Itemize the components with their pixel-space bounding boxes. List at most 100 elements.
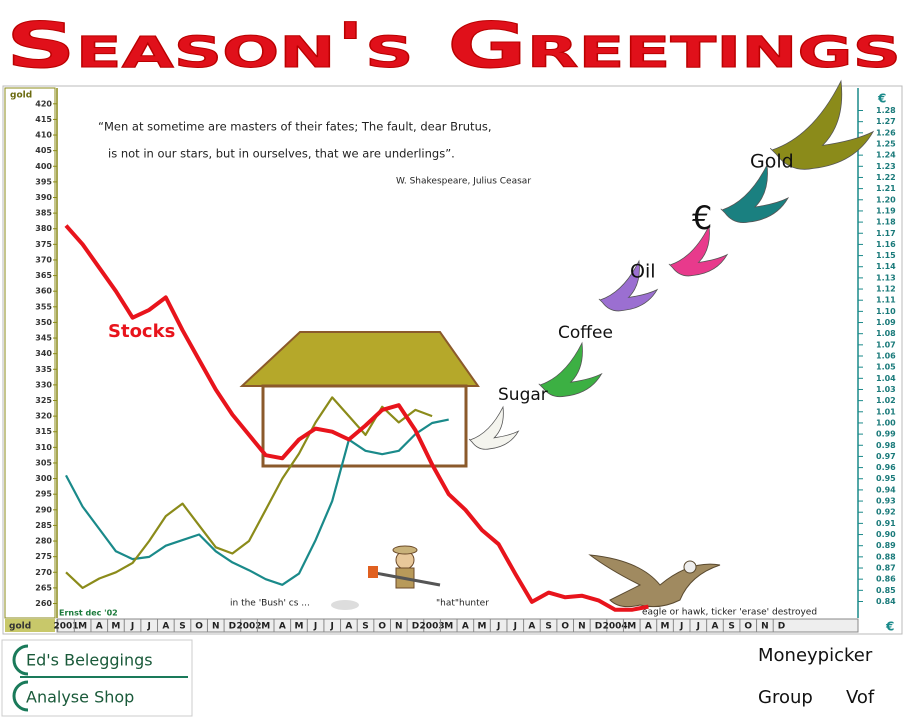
y-tick-label: 315: [35, 427, 52, 436]
y2-tick-label: 1.12: [876, 285, 896, 294]
y-tick-label: 395: [35, 177, 52, 186]
y2-tick-label: 0.95: [876, 474, 896, 483]
y2-tick-label: 1.20: [876, 195, 896, 204]
x-tick-label: N: [395, 622, 403, 632]
x-tick-label: A: [462, 622, 469, 632]
y2-tick-label: 0.88: [876, 552, 896, 561]
logo: Ed's Beleggings Analyse Shop: [1, 639, 193, 717]
y2-tick-label: 0.91: [876, 519, 896, 528]
left-axis-panel: [4, 87, 56, 619]
y2-tick-label: 1.06: [876, 352, 896, 361]
quote-line: is not in our stars, but in ourselves, t…: [108, 147, 455, 161]
y-tick-label: 325: [35, 396, 52, 405]
x-tick-label: N: [578, 622, 586, 632]
x-tick-label: S: [545, 622, 551, 632]
y-tick-label: 350: [35, 318, 52, 327]
y2-tick-label: 0.90: [876, 530, 896, 539]
y2-tick-label: 1.22: [876, 173, 896, 182]
x-tick-label: A: [711, 622, 718, 632]
bird: [770, 79, 875, 170]
x-tick-label: D: [595, 622, 602, 632]
series-label: Stocks: [108, 321, 175, 342]
x-tick-label: J: [313, 622, 317, 632]
y2-tick-label: 1.08: [876, 329, 896, 338]
quote-line: “Men at sometime are masters of their fa…: [98, 120, 492, 134]
y-tick-label: 310: [35, 443, 52, 452]
y2-tick-label: 0.87: [876, 564, 896, 573]
x-tick-label: M: [444, 622, 453, 632]
y-tick-label: 380: [35, 224, 52, 233]
series-line: [65, 396, 433, 589]
y2-tick-label: 1.11: [876, 296, 896, 305]
y2-tick-label: 1.21: [876, 184, 896, 193]
x-tick-label: A: [96, 622, 103, 632]
y2-tick-label: 0.96: [876, 463, 896, 472]
y2-tick-label: 1.17: [876, 229, 896, 238]
x-tick-label: O: [744, 622, 752, 632]
x-tick-label: J: [130, 622, 134, 632]
x-tick-label: A: [162, 622, 169, 632]
y-tick-label: 270: [35, 568, 52, 577]
x-tick-label: A: [645, 622, 652, 632]
y2-tick-label: 1.24: [876, 151, 896, 160]
y2-tick-label: 0.93: [876, 497, 896, 506]
y2-tick-label: 1.01: [876, 407, 896, 416]
bird-label: Gold: [750, 151, 794, 173]
y2-tick-label: 1.19: [876, 206, 896, 215]
y2-tick-label: 0.99: [876, 430, 896, 439]
bird: [598, 259, 659, 312]
y-tick-label: 335: [35, 365, 52, 374]
logo-text: Ed's Beleggings: [26, 651, 153, 670]
x-tick-label: S: [362, 622, 368, 632]
logo-text: Analyse Shop: [26, 688, 134, 707]
x-tick-label: J: [330, 622, 334, 632]
y-tick-label: 300: [35, 474, 52, 483]
x-tick-label: D: [412, 622, 419, 632]
bird-label: €: [692, 199, 712, 237]
y2-tick-label: 1.13: [876, 273, 896, 282]
y-tick-label: 290: [35, 505, 52, 514]
x-tick-label: J: [513, 622, 517, 632]
y-tick-label: 330: [35, 380, 52, 389]
x-tick-label: M: [261, 622, 270, 632]
gold-label-box: [5, 619, 55, 632]
series-line: [65, 418, 449, 586]
y2-tick-label: 0.89: [876, 541, 896, 550]
x-tick-label: M: [478, 622, 487, 632]
y2-tick-label: 1.14: [876, 262, 896, 271]
cloud: [331, 600, 359, 610]
page-title: Season's Greetings: [6, 9, 901, 82]
quote-author: W. Shakespeare, Julius Ceasar: [396, 177, 531, 187]
y2-tick-label: 1.02: [876, 396, 896, 405]
bird: [538, 341, 603, 398]
x-tick-label: O: [195, 622, 203, 632]
y2-tick-label: 1.00: [876, 418, 896, 427]
eagle: [588, 554, 721, 608]
y2-tick-label: 1.10: [876, 307, 896, 316]
x-tick-label: M: [111, 622, 120, 632]
house-walls: [261, 384, 468, 468]
y-tick-label: 275: [35, 552, 52, 561]
y2-tick-label: 0.85: [876, 586, 896, 595]
y2-tick-label: 1.18: [876, 218, 896, 227]
hunter: [368, 545, 441, 589]
y2-tick-label: 1.16: [876, 240, 896, 249]
y2-tick-label: 0.92: [876, 508, 896, 517]
x-tick-label: 2001: [53, 622, 78, 632]
x-tick-label: D: [778, 622, 785, 632]
y2-axis-label: €: [885, 620, 894, 634]
y-tick-label: 280: [35, 537, 52, 546]
bird: [668, 224, 729, 277]
x-tick-label: M: [294, 622, 303, 632]
y2-tick-label: 1.26: [876, 128, 896, 137]
x-tick-label: A: [279, 622, 286, 632]
company-name: Vof: [846, 687, 875, 708]
y-tick-label: 285: [35, 521, 52, 530]
bird-label: Sugar: [498, 385, 548, 405]
x-tick-label: D: [229, 622, 236, 632]
y2-tick-label: 1.27: [876, 117, 896, 126]
y-tick-label: 385: [35, 209, 52, 218]
y-tick-label: 265: [35, 583, 52, 592]
y2-tick-label: 1.07: [876, 340, 896, 349]
